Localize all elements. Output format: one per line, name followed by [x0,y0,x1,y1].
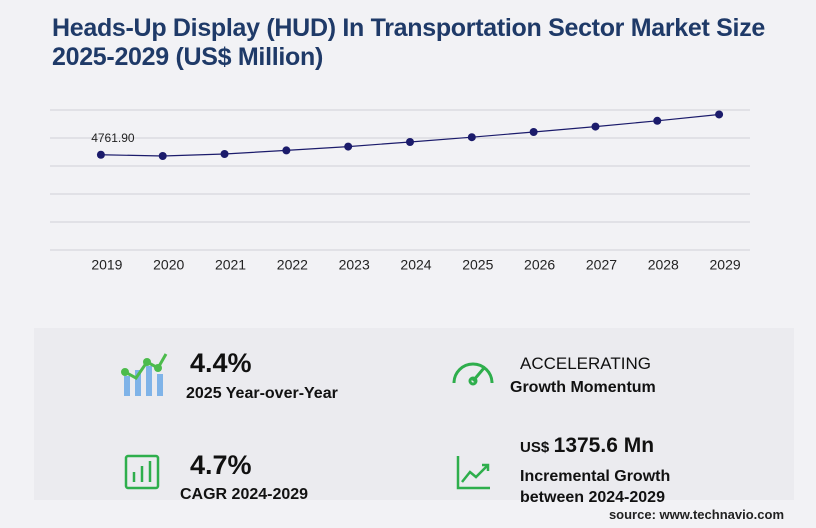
x-tick-label: 2024 [400,257,431,273]
stat-prefix: US$ [520,439,550,456]
chart: 2019 2020 2021 2022 2023 2024 2025 2026 2027 2028… [50,109,750,273]
stat-label: Growth Momentum [510,379,656,396]
speedometer-icon [452,362,494,386]
x-tick-label: 2027 [586,257,617,273]
data-point [529,128,538,136]
data-point [344,142,353,151]
chart-title: Heads-Up Display (HUD) In Transportation… [52,14,766,71]
x-tick-label: 2028 [648,257,679,273]
yoy-icon [121,353,168,396]
data-label: 4761.90 [91,131,135,145]
data-point [715,110,724,119]
stat-value-row: US$ 1375.6 Mn [520,434,654,458]
data-point [158,152,167,160]
data-point [406,138,414,146]
stat-label: Incremental Growth between 2024-2029 [520,468,671,506]
x-tick-label: 2022 [277,257,308,273]
stat-label: CAGR 2024-2029 [180,486,309,503]
data-point [591,122,600,131]
stat-value: 4.7% [190,450,252,480]
x-tick-label: 2019 [91,257,122,273]
stat-label: 2025 Year-over-Year [186,385,338,402]
source: source: www.technavio.com [608,507,784,522]
data-point [220,150,229,158]
data-point [96,150,105,159]
x-tick-label: 2023 [339,257,370,273]
data-point [653,116,662,125]
x-tick-label: 2021 [215,257,246,273]
stat-value: ACCELERATING [520,354,651,373]
data-point [282,146,291,155]
cagr-icon [124,454,160,490]
growth-icon [456,456,490,490]
x-tick-label: 2029 [710,257,741,273]
x-tick-label: 2026 [524,257,555,273]
stat-value: 4.4% [190,348,252,378]
x-tick-label: 2025 [462,257,493,273]
stat-value: 1375.6 Mn [553,434,655,457]
stats-panel [34,328,794,500]
data-point [467,133,476,142]
x-tick-label: 2020 [153,257,184,273]
